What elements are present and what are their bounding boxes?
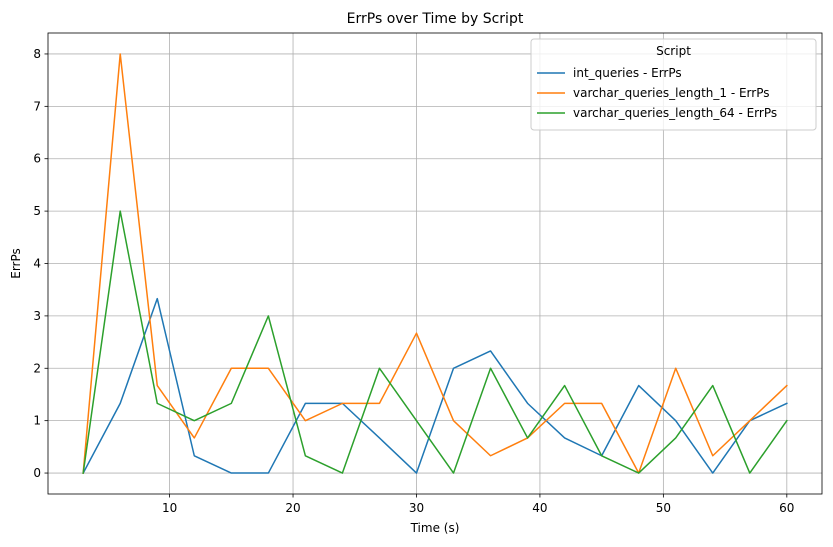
x-tick-label: 20 xyxy=(285,501,300,515)
grid-lines xyxy=(48,33,822,494)
legend-label-0: int_queries - ErrPs xyxy=(573,66,682,80)
legend-items: int_queries - ErrPs varchar_queries_lengt… xyxy=(537,66,777,120)
legend-box xyxy=(530,38,817,131)
x-tick-label: 30 xyxy=(409,501,424,515)
y-tick-label: 6 xyxy=(33,152,41,166)
legend-title: Script xyxy=(656,44,691,58)
y-tick-label: 0 xyxy=(33,466,41,480)
series-line-0 xyxy=(82,297,788,475)
y-tick-label: 2 xyxy=(33,361,41,375)
series-line-2 xyxy=(82,210,788,474)
y-tick-label: 1 xyxy=(33,414,41,428)
y-tick-label: 7 xyxy=(33,99,41,113)
legend-label-2: varchar_queries_length_64 - ErrPs xyxy=(573,106,777,120)
chart-title: ErrPs over Time by Script xyxy=(347,11,524,27)
y-tick-label: 4 xyxy=(33,257,41,271)
series-lines xyxy=(82,53,788,475)
x-axis-label: Time (s) xyxy=(410,521,460,535)
x-tick-label: 50 xyxy=(656,501,671,515)
x-tick-label: 60 xyxy=(779,501,794,515)
x-tick-label: 40 xyxy=(532,501,547,515)
y-tick-label: 5 xyxy=(33,204,41,218)
series-line-1 xyxy=(82,53,788,474)
y-tick-label: 8 xyxy=(33,47,41,61)
legend-label-1: varchar_queries_length_1 - ErrPs xyxy=(573,86,769,100)
legend: Script int_queries - ErrPs varchar_querie… xyxy=(530,38,817,131)
x-tick-label: 10 xyxy=(162,501,177,515)
y-axis-label: ErrPs xyxy=(9,248,23,279)
axis-ticks: 10 20 30 40 50 60 0 1 2 3 4 5 6 7 8 xyxy=(33,47,794,515)
y-tick-label: 3 xyxy=(33,309,41,323)
